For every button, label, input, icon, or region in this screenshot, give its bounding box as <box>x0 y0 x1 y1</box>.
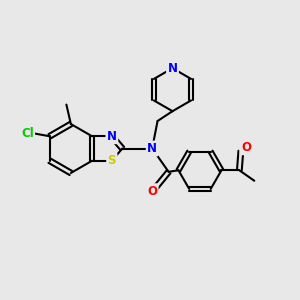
Text: O: O <box>147 185 157 198</box>
Text: Cl: Cl <box>21 127 34 140</box>
Text: N: N <box>107 130 117 143</box>
Text: O: O <box>241 141 251 154</box>
Text: S: S <box>108 154 116 167</box>
Text: N: N <box>147 142 157 155</box>
Text: N: N <box>167 62 178 75</box>
